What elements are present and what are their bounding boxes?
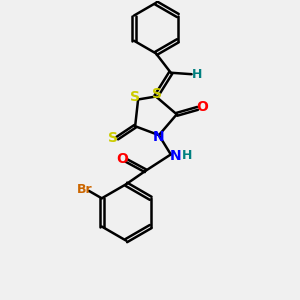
Text: H: H xyxy=(192,68,203,81)
Text: S: S xyxy=(152,87,162,101)
Text: Br: Br xyxy=(76,183,92,196)
Text: H: H xyxy=(182,149,192,162)
Text: N: N xyxy=(153,130,165,144)
Text: S: S xyxy=(130,89,140,103)
Text: O: O xyxy=(116,152,128,166)
Text: N: N xyxy=(169,149,181,163)
Text: O: O xyxy=(196,100,208,114)
Text: S: S xyxy=(108,131,118,145)
